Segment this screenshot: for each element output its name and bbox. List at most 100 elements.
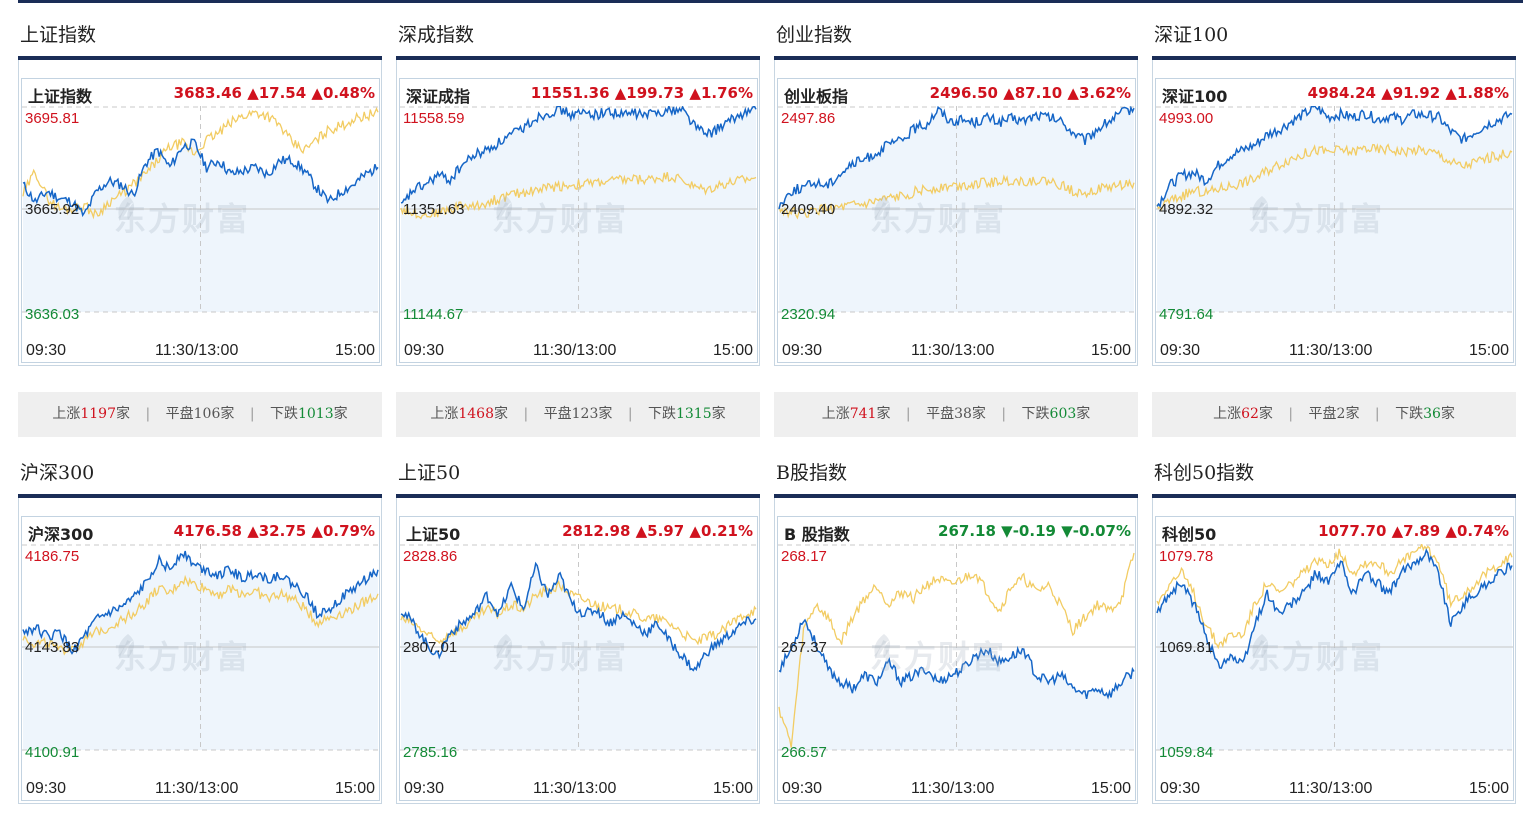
chart-container[interactable]: 创业板指 2496.50 ▲87.10 ▲3.62% 东方财富 24 [774,60,1138,366]
flat-count[interactable]: 平盘38家 [926,406,986,422]
card-title[interactable]: 沪深300 [20,462,95,484]
intraday-plot[interactable]: 东方财富 4186.75 4143.83 4100.91 [22,544,379,778]
card-title[interactable]: B股指数 [776,462,847,484]
advance-decline-bar: 上涨1197家 | 平盘106家 | 下跌1013家 [18,392,382,437]
price-low-label: 3636.03 [25,306,80,323]
advance-count[interactable]: 上涨1197家 [52,406,130,422]
divider: | [627,406,633,422]
intraday-plot[interactable]: 东方财富 2828.86 2807.01 2785.16 [400,544,757,778]
plot-svg [22,544,379,751]
chart-container[interactable]: B 股指数 267.18 ▼-0.19 ▼-0.07% 东方财富 2 [774,498,1138,804]
logo-icon [496,634,513,658]
chart-container[interactable]: 深证100 4984.24 ▲91.92 ▲1.88% 东方财富 4 [1152,60,1516,366]
logo-icon [1252,634,1269,658]
logo-icon [874,196,891,220]
intraday-plot[interactable]: 东方财富 4993.00 4892.32 4791.64 [1156,106,1513,340]
time-close-label: 15:00 [712,780,753,797]
index-quote: 4984.24 ▲91.92 ▲1.88% [1308,84,1509,102]
flat-count[interactable]: 平盘106家 [165,406,235,422]
index-line [22,138,379,218]
title-underline [774,494,1138,498]
average-line [1156,142,1513,211]
decline-count[interactable]: 下跌36家 [1395,406,1455,422]
index-change: ▲17.54 [247,84,307,102]
index-line [1156,548,1513,669]
price-high-label: 268.17 [781,548,827,565]
intraday-plot[interactable]: 东方财富 11558.59 11351.63 11144.67 [400,106,757,340]
index-name: 沪深300 [28,525,94,544]
title-underline [1152,494,1516,498]
chart-container[interactable]: 沪深300 4176.58 ▲32.75 ▲0.79% 东方财富 4 [18,498,382,804]
title-underline [396,56,760,60]
plot-svg [400,106,757,313]
chart-frame: 科创50 1077.70 ▲7.89 ▲0.74% 东方财富 107 [1155,516,1514,801]
chart-container[interactable]: 科创50 1077.70 ▲7.89 ▲0.74% 东方财富 107 [1152,498,1516,804]
time-close-label: 15:00 [334,342,375,359]
index-quote: 2812.98 ▲5.97 ▲0.21% [562,522,753,540]
time-open-label: 09:30 [782,342,823,359]
advance-count[interactable]: 上涨741家 [821,406,891,422]
time-midday-label: 11:30/13:00 [155,780,239,797]
chart-frame: 深证成指 11551.36 ▲199.73 ▲1.76% 东方财富 [399,78,758,363]
decline-count[interactable]: 下跌1013家 [269,406,348,422]
time-axis: 09:30 11:30/13:00 15:00 [778,342,1135,362]
card-title[interactable]: 创业指数 [776,24,853,46]
chart-container[interactable]: 深证成指 11551.36 ▲199.73 ▲1.76% 东方财富 [396,60,760,366]
advance-decline-bar: 上涨62家 | 平盘2家 | 下跌36家 [1152,392,1516,437]
advance-decline-bar: 上涨1468家 | 平盘123家 | 下跌1315家 [396,392,760,437]
card-title[interactable]: 深成指数 [398,24,475,46]
index-change: ▼-0.19 [1001,522,1056,540]
time-open-label: 09:30 [1160,780,1201,797]
chart-container[interactable]: 上证50 2812.98 ▲5.97 ▲0.21% 东方财富 282 [396,498,760,804]
time-close-label: 15:00 [1090,342,1131,359]
intraday-plot[interactable]: 东方财富 268.17 267.37 266.57 [778,544,1135,778]
index-line [22,550,379,655]
intraday-plot[interactable]: 东方财富 1079.78 1069.81 1059.84 [1156,544,1513,778]
flat-count[interactable]: 平盘123家 [543,406,613,422]
index-price: 4984.24 [1307,84,1376,102]
card-title[interactable]: 上证指数 [20,24,97,46]
time-axis: 09:30 11:30/13:00 15:00 [22,342,379,362]
logo-icon [1252,196,1269,220]
title-underline [396,494,760,498]
chart-container[interactable]: 上证指数 3683.46 ▲17.54 ▲0.48% 东方财富 36 [18,60,382,366]
advance-count[interactable]: 上涨62家 [1213,406,1273,422]
advance-decline-bar: 上涨741家 | 平盘38家 | 下跌603家 [774,392,1138,437]
index-quote: 11551.36 ▲199.73 ▲1.76% [531,84,753,102]
price-high-label: 4993.00 [1159,110,1214,127]
watermark: 东方财富 [870,632,1006,678]
card-title[interactable]: 科创50指数 [1154,462,1255,484]
price-prev-close-label: 4143.83 [25,639,80,656]
time-open-label: 09:30 [404,342,445,359]
index-change: ▲87.10 [1003,84,1063,102]
divider: | [1001,406,1007,422]
plot-svg [1156,106,1513,313]
chart-frame: 创业板指 2496.50 ▲87.10 ▲3.62% 东方财富 24 [777,78,1136,363]
index-change-pct: ▲1.88% [1445,84,1509,102]
intraday-plot[interactable]: 东方财富 2497.86 2409.40 2320.94 [778,106,1135,340]
price-prev-close-label: 2807.01 [403,639,458,656]
index-price: 2812.98 [562,522,631,540]
card-title[interactable]: 上证50 [398,462,461,484]
title-underline [774,56,1138,60]
decline-count[interactable]: 下跌603家 [1021,406,1091,422]
index-line [400,561,757,672]
advance-count[interactable]: 上涨1468家 [430,406,508,422]
card-title[interactable]: 深证100 [1154,24,1229,46]
chart-frame: 上证指数 3683.46 ▲17.54 ▲0.48% 东方财富 36 [21,78,380,363]
time-midday-label: 11:30/13:00 [155,342,239,359]
time-midday-label: 11:30/13:00 [1289,342,1373,359]
intraday-plot[interactable]: 东方财富 3695.81 3665.92 3636.03 [22,106,379,340]
watermark: 东方财富 [870,194,1006,240]
decline-count[interactable]: 下跌1315家 [647,406,726,422]
time-open-label: 09:30 [26,780,67,797]
price-prev-close-label: 2409.40 [781,201,836,218]
index-change: ▲5.97 [635,522,685,540]
chart-frame: 沪深300 4176.58 ▲32.75 ▲0.79% 东方财富 4 [21,516,380,801]
index-line [1156,106,1513,209]
top-border [18,0,1523,3]
index-change: ▲91.92 [1381,84,1441,102]
average-line [400,172,757,220]
index-price: 267.18 [938,522,996,540]
flat-count[interactable]: 平盘2家 [1308,406,1360,422]
